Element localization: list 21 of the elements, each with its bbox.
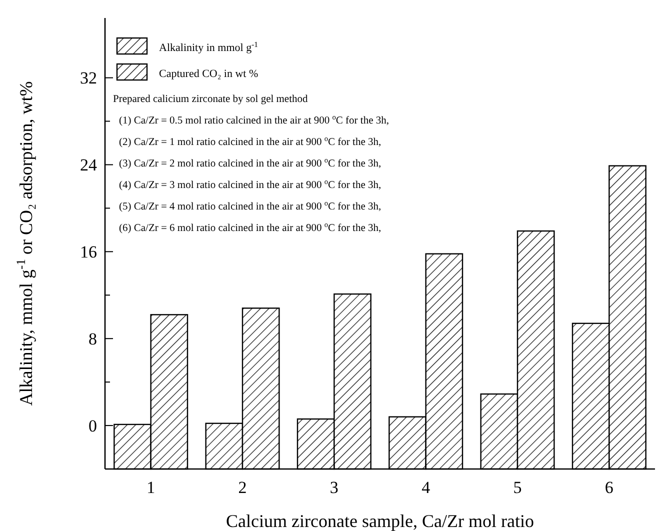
annotation: (1) Ca/Zr = 0.5 mol ratio calcined in the air at 900 $^{o}$C for the 3h, xyxy=(119,112,389,126)
y-tick-label: 24 xyxy=(80,156,98,175)
annotation: (4) Ca/Zr = 3 mol ratio calcined in the air at 900 $^{o}$C for the 3h, xyxy=(119,176,382,191)
annotation: (3) Ca/Zr = 2 mol ratio calcined in the air at 900 $^{o}$C for the 3h, xyxy=(119,155,382,170)
x-tick-label: 3 xyxy=(330,478,338,497)
legend-label: Captured CO₂ in wt % xyxy=(159,68,258,80)
x-axis-title: Calcium zirconate sample, Ca/Zr mol ratio xyxy=(226,511,534,531)
annotation: Prepared calicium zirconate by sol gel method xyxy=(113,94,309,105)
y-tick-label: 32 xyxy=(80,68,97,88)
y-tick-label: 16 xyxy=(80,242,97,262)
annotation: (5) Ca/Zr = 4 mol ratio calcined in the air at 900 $^{o}$C for the 3h, xyxy=(119,198,382,212)
annotation: (6) Ca/Zr = 6 mol ratio calcined in the air at 900 $^{o}$C for the 3h, xyxy=(119,220,382,234)
x-tick-label: 6 xyxy=(604,478,614,497)
y-tick-label: 0 xyxy=(88,416,97,436)
x-tick-label: 5 xyxy=(513,478,522,497)
annotation: (2) Ca/Zr = 1 mol ratio calcined in the air at 900 $^{o}$C for the 3h, xyxy=(119,134,382,148)
x-tick-label: 2 xyxy=(238,478,247,497)
x-tick-label: 4 xyxy=(422,478,431,497)
legend-label: Alkalinity in mmol g$^{-1}$ xyxy=(159,40,258,54)
x-tick-label: 1 xyxy=(146,478,156,497)
y-tick-label: 8 xyxy=(88,330,97,349)
